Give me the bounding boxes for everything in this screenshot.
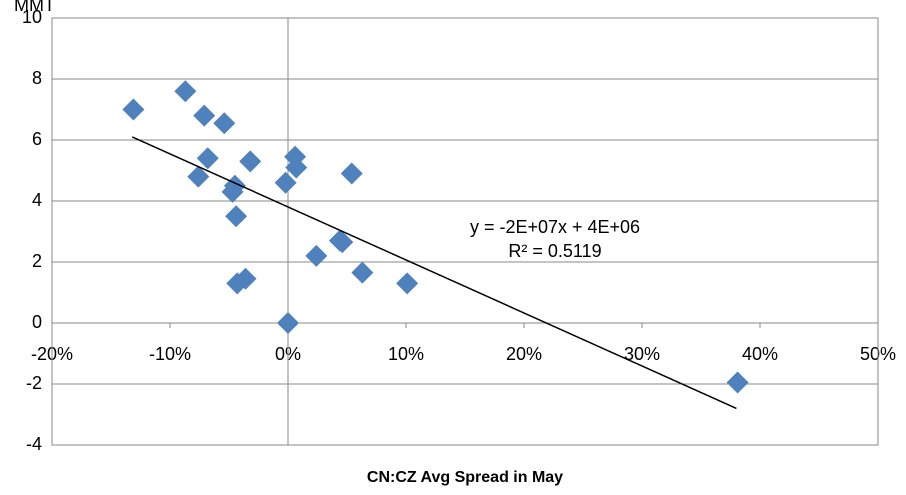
point [225,205,248,228]
point [331,231,354,254]
point [174,80,197,103]
point [726,371,749,394]
y-tick-label: 4 [32,190,42,210]
trendline-equation: y = -2E+07x + 4E+06 [470,217,640,237]
x-tick-label: 40% [742,344,778,364]
point [305,244,328,267]
x-tick-label: -10% [149,344,191,364]
y-tick-label: 0 [32,312,42,332]
x-tick-label: 30% [624,344,660,364]
y-tick-label: -4 [26,434,42,454]
y-axis-title: MMT [14,0,55,15]
y-tick-label: 6 [32,129,42,149]
point [277,312,299,334]
trendline [131,136,737,410]
y-tick-label: -2 [26,373,42,393]
x-tick-label: 10% [388,344,424,364]
point [239,150,262,173]
point [213,112,236,135]
y-tick-label: 2 [32,251,42,271]
point [351,261,374,284]
point [234,267,257,290]
point [274,171,297,194]
point [285,156,308,179]
point [221,180,244,203]
trendline-r2: R² = 0.5119 [508,241,601,261]
point [187,165,210,188]
point [340,162,363,185]
point [122,98,145,121]
y-tick-label: 10 [22,7,42,27]
point [396,272,419,295]
point [196,147,219,170]
plot-frame [51,17,879,446]
x-tick-label: 20% [506,344,542,364]
x-axis-title: CN:CZ Avg Spread in May [367,469,563,486]
point [193,104,216,127]
y-tick-label: 8 [32,68,42,88]
